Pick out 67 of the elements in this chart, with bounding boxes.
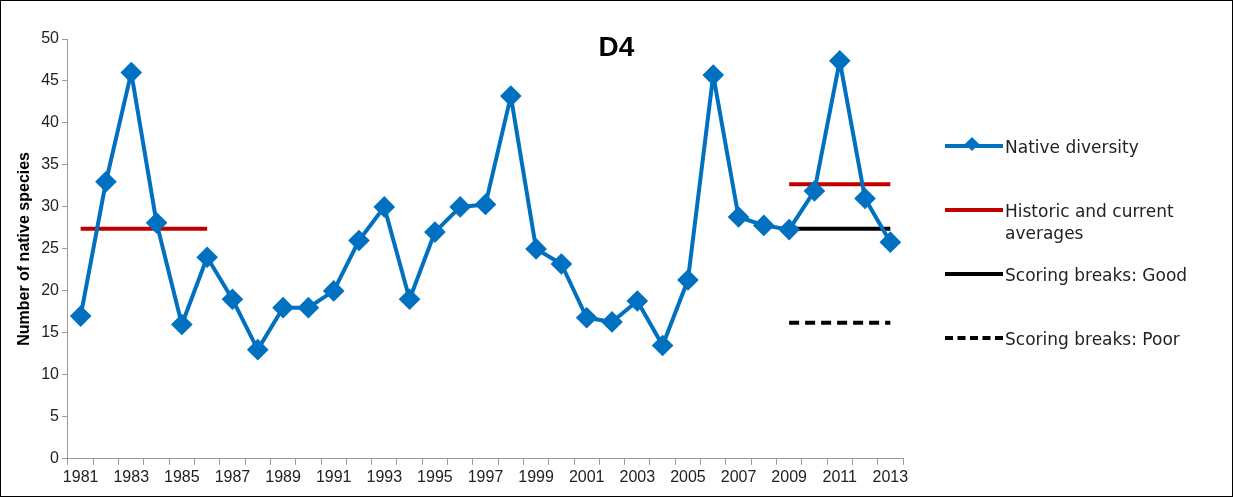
point <box>500 86 521 107</box>
point <box>804 180 825 201</box>
point <box>348 230 369 251</box>
point <box>273 297 294 318</box>
point <box>779 219 800 240</box>
point <box>855 188 876 209</box>
point <box>146 212 167 233</box>
x-tick-label: 1991 <box>315 467 352 485</box>
point <box>121 62 142 83</box>
point <box>197 247 218 268</box>
point <box>298 297 319 318</box>
x-tick-label: 1985 <box>164 467 200 485</box>
x-tick-label: 2003 <box>619 467 656 485</box>
x-tick-label: 2013 <box>872 467 909 485</box>
legend-label: Native diversity <box>1005 136 1139 158</box>
x-tick-label: 2011 <box>822 467 858 485</box>
point <box>374 196 395 217</box>
point <box>551 254 572 275</box>
point <box>829 50 850 71</box>
point <box>399 289 420 310</box>
y-tick-label: 15 <box>41 323 60 341</box>
point <box>323 280 344 301</box>
x-tick-label: 2001 <box>568 467 605 485</box>
y-tick-label: 25 <box>41 239 60 257</box>
chart-title: D4 <box>598 31 635 62</box>
point <box>880 232 901 253</box>
x-tick-label: 2005 <box>670 467 706 485</box>
y-tick-label: 45 <box>41 71 60 89</box>
y-tick-label: 20 <box>41 281 60 299</box>
point <box>576 307 597 328</box>
point <box>171 314 192 335</box>
point <box>222 289 243 310</box>
x-tick-label: 1999 <box>518 467 554 485</box>
y-tick-label: 0 <box>50 449 60 467</box>
point <box>70 306 91 327</box>
point <box>627 290 648 311</box>
point <box>753 215 774 236</box>
legend-label: Scoring breaks: Poor <box>1005 328 1180 350</box>
point <box>526 238 547 259</box>
x-tick-label: 1997 <box>467 467 504 485</box>
legend-label: Historic and current averages <box>1005 200 1175 244</box>
y-tick-label: 40 <box>41 113 60 131</box>
x-tick-label: 2009 <box>771 467 808 485</box>
y-axis-title: Number of native species <box>15 151 33 346</box>
point <box>728 207 749 227</box>
y-tick-label: 10 <box>41 365 60 383</box>
y-tick-label: 50 <box>41 29 60 47</box>
legend-label: Scoring breaks: Good <box>1005 264 1188 286</box>
x-tick-label: 1987 <box>214 467 251 485</box>
point <box>677 269 698 290</box>
y-tick-label: 35 <box>41 155 60 173</box>
x-tick-label: 1983 <box>113 467 150 485</box>
point <box>450 196 471 217</box>
point <box>247 339 268 360</box>
x-tick-label: 1981 <box>62 467 99 485</box>
point <box>95 171 116 192</box>
x-tick-label: 2007 <box>720 467 757 485</box>
y-tick-label: 5 <box>50 407 60 425</box>
x-tick-label: 1993 <box>366 467 403 485</box>
x-tick-label: 1995 <box>417 467 453 485</box>
point <box>652 335 673 356</box>
point <box>703 65 724 86</box>
point <box>602 311 623 332</box>
y-tick-label: 30 <box>41 197 60 215</box>
x-tick-label: 1989 <box>265 467 301 485</box>
point <box>475 194 496 215</box>
point <box>424 222 445 243</box>
